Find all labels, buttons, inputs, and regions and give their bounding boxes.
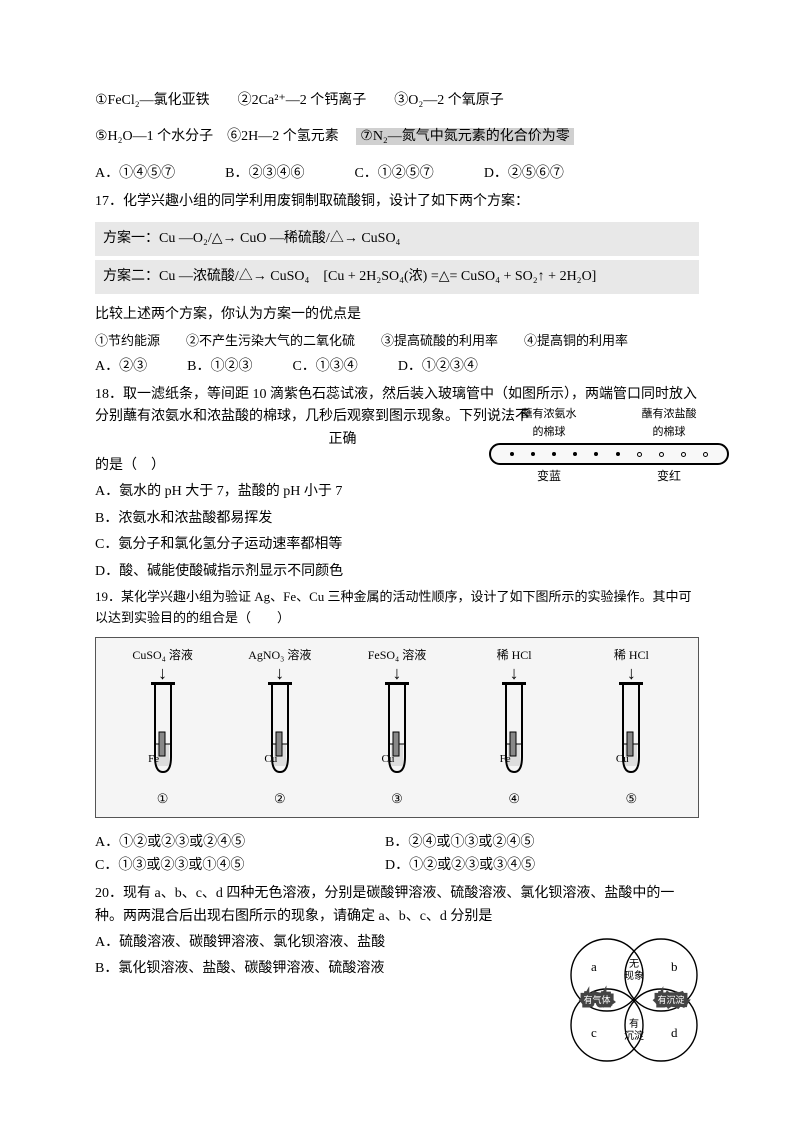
testtube-5: 稀 HCl ↓ Cu ⑤ <box>586 646 676 810</box>
q17-scheme2: 方案二：Cu —浓硫酸/△→ CuSO₄ [Cu + 2H₂SO₄(浓) =△=… <box>95 260 699 294</box>
tube5-sol: 稀 HCl <box>586 646 676 662</box>
tube1-num: ① <box>118 789 208 810</box>
q18-label-tl: 蘸有浓氨水 的棉球 <box>522 406 577 441</box>
q16-opt-b: B．②③④⑥ <box>225 163 304 185</box>
q19-diagram: CuSO₄ 溶液 ↓ Fe ① AgNO₃ 溶液 ↓ Cu ② FeSO₄ 溶液… <box>95 637 699 819</box>
q16-opt-a: A．①④⑤⑦ <box>95 163 175 185</box>
q19-opt-a: A．①②或②③或②④⑤ <box>95 832 385 854</box>
q17-opt-c: C．①③④ <box>292 356 357 378</box>
q16-items-2: ⑤H₂O—1 个水分子 ⑥2H—2 个氢元素 ⑦N₂—氮气中氮元素的化合价为零 <box>95 126 699 148</box>
svg-text:现象: 现象 <box>624 970 644 982</box>
tube1-sol: CuSO₄ 溶液 <box>118 646 208 662</box>
q20-block: 20．现有 a、b、c、d 四种无色溶液，分别是碳酸钾溶液、硫酸溶液、氯化钡溶液… <box>95 883 699 981</box>
q18-label-br: 变红 <box>657 467 681 486</box>
arrow-down-icon: ↓ <box>586 666 676 680</box>
q18-label-bl: 变蓝 <box>537 467 561 486</box>
q19-options: A．①②或②③或②④⑤ B．②④或①③或②④⑤ C．①③或②③或①④⑤ D．①②… <box>95 832 699 877</box>
svg-text:有: 有 <box>629 1017 639 1030</box>
testtube-1: CuSO₄ 溶液 ↓ Fe ① <box>118 646 208 810</box>
q18-tube <box>489 443 729 465</box>
tube4-num: ④ <box>469 789 559 810</box>
q17-compare: 比较上述两个方案，你认为方案一的优点是 <box>95 304 699 326</box>
tube1-metal: Fe <box>144 751 164 769</box>
svg-text:有沉淀: 有沉淀 <box>657 994 684 1005</box>
q17-opt-d: D．①②③④ <box>398 356 478 378</box>
q18-label-tr: 蘸有浓盐酸 的棉球 <box>642 406 697 441</box>
q18-opt-d: D．酸、碱能使酸碱指示剂显示不同颜色 <box>95 561 699 583</box>
venn-b: b <box>671 959 678 974</box>
q19-stem: 19．某化学兴趣小组为验证 Ag、Fe、Cu 三种金属的活动性顺序，设计了如下图… <box>95 587 699 629</box>
q20-venn-diagram: a b c d 无 现象 有气体 有沉淀 有 沉淀 <box>549 925 719 1075</box>
arrow-down-icon: ↓ <box>469 666 559 680</box>
tube2-sol: AgNO₃ 溶液 <box>235 646 325 662</box>
q18-stem-b: 正确 <box>329 432 357 447</box>
tube3-sol: FeSO₄ 溶液 <box>352 646 442 662</box>
q18-diagram: 蘸有浓氨水 的棉球 蘸有浓盐酸 的棉球 变蓝 变红 <box>489 406 729 486</box>
q16-opt-d: D．②⑤⑥⑦ <box>484 163 564 185</box>
q17-scheme1: 方案一：Cu —O₂/△→ CuO —稀硫酸/△→ CuSO₄ <box>95 222 699 256</box>
q18-opt-b: B．浓氨水和浓盐酸都易挥发 <box>95 508 699 530</box>
tube3-metal: Cu <box>378 751 398 769</box>
q18-block: 18．取一滤纸条，等间距 10 滴紫色石蕊试液，然后装入玻璃管中（如图所示），两… <box>95 384 699 583</box>
tube2-num: ② <box>235 789 325 810</box>
q16-items-1: ①FeCl₂—氯化亚铁 ②2Ca²⁺—2 个钙离子 ③O₂—2 个氧原子 <box>95 90 699 112</box>
q19-opt-d: D．①②或②③或③④⑤ <box>385 855 535 877</box>
testtube-4: 稀 HCl ↓ Fe ④ <box>469 646 559 810</box>
tube2-metal: Cu <box>261 751 281 769</box>
q17-stem: 17．化学兴趣小组的同学利用废铜制取硫酸铜，设计了如下两个方案： <box>95 191 699 213</box>
q16-items-highlight: ⑦N₂—氮气中氮元素的化合价为零 <box>356 128 574 145</box>
q17-opt-a: A．②③ <box>95 356 147 378</box>
q19-opt-c: C．①③或②③或①④⑤ <box>95 855 385 877</box>
q16-items-2a: ⑤H₂O—1 个水分子 ⑥2H—2 个氢元素 <box>95 129 353 144</box>
q19-opt-b: B．②④或①③或②④⑤ <box>385 832 534 854</box>
venn-c: c <box>591 1025 597 1040</box>
tube4-metal: Fe <box>495 751 515 769</box>
venn-d: d <box>671 1025 678 1040</box>
tube4-sol: 稀 HCl <box>469 646 559 662</box>
tube5-metal: Cu <box>612 751 632 769</box>
q16-options: A．①④⑤⑦ B．②③④⑥ C．①②⑤⑦ D．②⑤⑥⑦ <box>95 163 699 185</box>
svg-text:无: 无 <box>629 959 639 970</box>
q16-opt-c: C．①②⑤⑦ <box>354 163 433 185</box>
q20-stem: 20．现有 a、b、c、d 四种无色溶液，分别是碳酸钾溶液、硫酸溶液、氯化钡溶液… <box>95 883 699 928</box>
svg-text:有气体: 有气体 <box>583 994 610 1005</box>
q18-opt-c: C．氨分子和氯化氢分子运动速率都相等 <box>95 534 699 556</box>
testtube-2: AgNO₃ 溶液 ↓ Cu ② <box>235 646 325 810</box>
q17-advantages: ①节约能源 ②不产生污染大气的二氧化硫 ③提高硫酸的利用率 ④提高铜的利用率 <box>95 331 699 352</box>
venn-a: a <box>591 959 597 974</box>
testtube-3: FeSO₄ 溶液 ↓ Cu ③ <box>352 646 442 810</box>
arrow-down-icon: ↓ <box>352 666 442 680</box>
q17-options: A．②③ B．①②③ C．①③④ D．①②③④ <box>95 356 699 378</box>
tube5-num: ⑤ <box>586 789 676 810</box>
tube3-num: ③ <box>352 789 442 810</box>
arrow-down-icon: ↓ <box>235 666 325 680</box>
arrow-down-icon: ↓ <box>118 666 208 680</box>
q17-opt-b: B．①②③ <box>187 356 252 378</box>
svg-text:沉淀: 沉淀 <box>624 1029 644 1042</box>
